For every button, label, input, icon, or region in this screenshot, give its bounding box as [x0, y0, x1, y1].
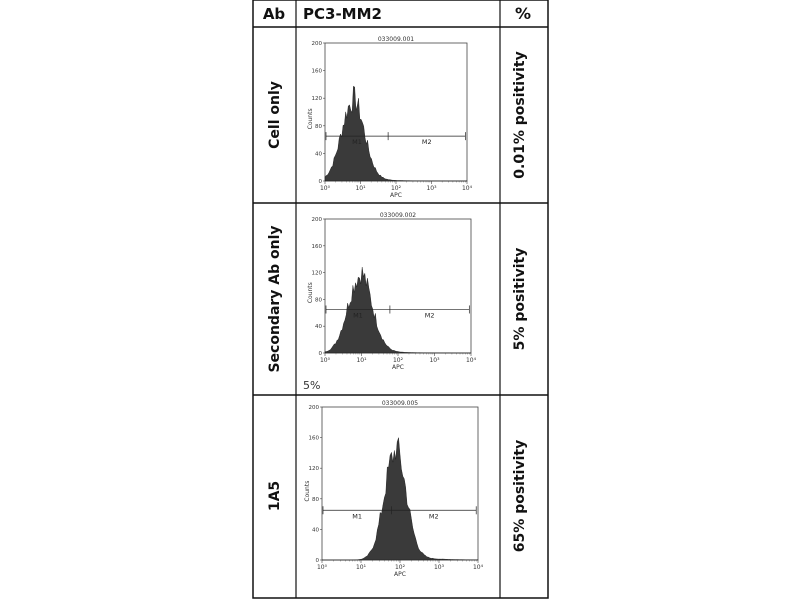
x-tick-label: 10³: [429, 357, 440, 364]
x-axis-label: APC: [390, 192, 402, 199]
x-tick-label: 10⁴: [466, 357, 477, 364]
gate-label-m2: M2: [422, 138, 432, 146]
y-tick-label: 80: [315, 124, 322, 130]
plot-title: 033009.005: [382, 400, 418, 407]
y-tick-label: 40: [312, 527, 319, 533]
histogram-panel-1: 033009.001 0 40 80 120 160 200 Counts 10⁰ 10¹ 10² 1…: [307, 36, 473, 199]
header-cells: PC3-MM2: [303, 5, 382, 23]
percent-label-secondary-ab: 5% positivity: [512, 248, 528, 351]
x-tick-label: 10¹: [355, 185, 366, 192]
histogram-panel-2: 033009.002 0 40 80 120 160 200 Counts 10⁰ 10¹ 10² 1…: [307, 212, 477, 371]
y-tick-label: 200: [312, 217, 323, 223]
x-tick-label: 10³: [426, 185, 437, 192]
x-tick-label: 10¹: [356, 357, 367, 364]
header-ab: Ab: [263, 5, 286, 23]
y-tick-label: 40: [315, 324, 322, 330]
y-tick-label: 120: [309, 466, 320, 472]
x-tick-label: 10⁴: [462, 185, 473, 192]
row-label-secondary-ab: Secondary Ab only: [267, 225, 283, 372]
percent-label-cell-only: 0.01% positivity: [512, 51, 528, 178]
gate-label-m1: M1: [352, 512, 362, 520]
plot-title: 033009.001: [378, 36, 414, 43]
histogram-area: [324, 267, 472, 354]
y-tick-label: 120: [312, 96, 323, 102]
histogram-area: [324, 85, 468, 182]
histogram-panel-3: 033009.005 0 40 80 120 160 200 Counts 10⁰ 10¹ 10² 1…: [304, 400, 484, 578]
y-tick-label: 0: [319, 351, 323, 357]
x-tick-label: 10²: [393, 357, 404, 364]
y-tick-label: 200: [309, 405, 320, 411]
x-tick-label: 10⁰: [317, 564, 328, 571]
gate-label-m2: M2: [425, 311, 435, 319]
y-tick-label: 0: [319, 179, 323, 185]
y-tick-label: 120: [312, 271, 323, 277]
y-tick-label: 160: [312, 244, 323, 250]
y-tick-label: 200: [312, 41, 323, 47]
panel-note: 5%: [303, 379, 320, 392]
y-tick-label: 80: [315, 297, 322, 303]
x-tick-label: 10²: [391, 185, 402, 192]
y-tick-label: 80: [312, 497, 319, 503]
y-axis-label: Counts: [307, 282, 314, 303]
row-label-cell-only: Cell only: [267, 81, 283, 149]
y-tick-label: 0: [316, 558, 320, 564]
x-tick-label: 10⁰: [320, 185, 331, 192]
y-axis-label: Counts: [304, 481, 311, 502]
y-tick-label: 160: [312, 69, 323, 75]
x-tick-label: 10²: [395, 564, 406, 571]
gate-label-m1: M1: [353, 311, 363, 319]
x-tick-label: 10¹: [356, 564, 367, 571]
gate-label-m2: M2: [429, 512, 439, 520]
x-axis-label: APC: [392, 364, 404, 371]
row-label-1a5: 1A5: [267, 481, 283, 511]
histogram-area: [322, 437, 479, 561]
x-axis-label: APC: [394, 571, 406, 578]
y-tick-label: 160: [309, 436, 320, 442]
y-axis-label: Counts: [307, 108, 314, 129]
x-tick-label: 10³: [434, 564, 445, 571]
y-tick-label: 40: [315, 151, 322, 157]
header-percent: %: [515, 4, 531, 23]
x-tick-label: 10⁰: [320, 357, 331, 364]
percent-label-1a5: 65% positivity: [512, 440, 528, 552]
gate-label-m1: M1: [352, 138, 362, 146]
table-grid: [252, 0, 549, 599]
plot-title: 033009.002: [380, 212, 416, 219]
x-tick-label: 10⁴: [473, 564, 484, 571]
histogram-panels: 033009.001 0 40 80 120 160 200 Counts 10⁰ 10¹ 10² 1…: [304, 36, 484, 578]
